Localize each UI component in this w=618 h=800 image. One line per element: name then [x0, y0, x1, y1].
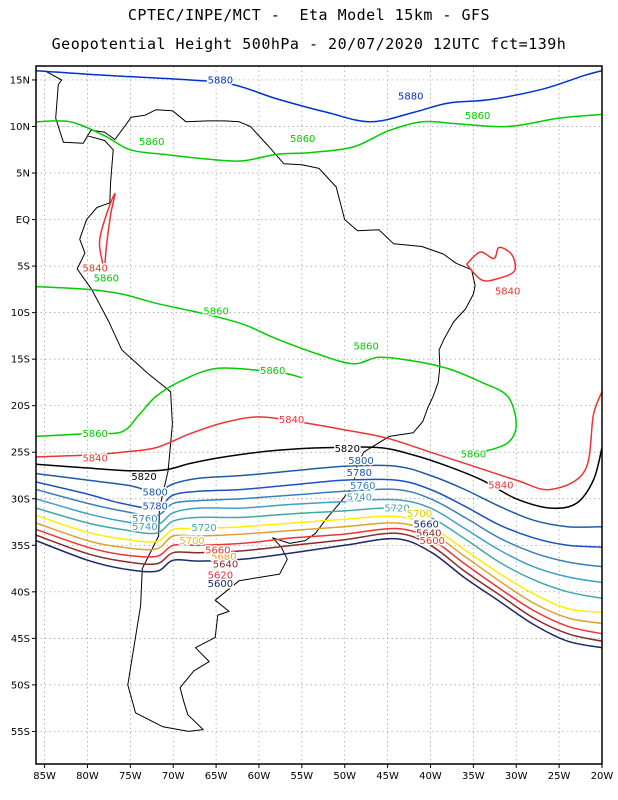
contour-label-5820: 5820: [335, 444, 360, 455]
contour-label-5680: 5680: [211, 552, 236, 563]
contour-label-5600: 5600: [208, 579, 233, 590]
lon-tick-label: 20W: [591, 771, 614, 782]
contour-label-5800: 5800: [142, 488, 167, 499]
contour-label-5740: 5740: [347, 492, 372, 503]
lon-tick-label: 70W: [162, 771, 185, 782]
lat-tick-label: 5N: [16, 169, 30, 180]
contour-label-5860: 5860: [353, 342, 378, 353]
contour-label-5860: 5860: [260, 366, 285, 377]
coastline-layer: [44, 70, 476, 732]
lon-tick-label: 80W: [76, 771, 99, 782]
contour-label-5860: 5860: [203, 306, 228, 317]
contour-label-5880: 5880: [398, 91, 423, 102]
contour-5740: [36, 498, 602, 584]
lon-tick-label: 55W: [291, 771, 314, 782]
lat-tick-label: 35S: [11, 541, 30, 552]
contour-label-5860: 5860: [139, 137, 164, 148]
lat-tick-label: 10N: [10, 122, 30, 133]
contour-label-5780: 5780: [142, 502, 167, 513]
lat-tick-label: 15S: [11, 355, 30, 366]
contour-label-layer: 5880 5880 5860 5860 5860 5860 5860 5860 5860 5860…: [81, 74, 522, 591]
contour-label-5720: 5720: [384, 504, 409, 515]
map-title: CPTEC/INPE/MCT - Eta Model 15km - GFS: [127, 6, 491, 24]
contour-5840: [98, 192, 116, 271]
contour-label-5840: 5840: [279, 415, 304, 426]
contour-label-5600: 5600: [419, 536, 444, 547]
contour-label-5620: 5620: [208, 571, 233, 582]
contour-label-5720: 5720: [191, 523, 216, 534]
contour-5720: [36, 507, 602, 600]
contour-label-5860: 5860: [465, 111, 490, 122]
contour-5840: [36, 391, 602, 491]
lat-tick-label: 20S: [11, 401, 30, 412]
contour-5860: [36, 367, 303, 438]
contour-5700: [36, 514, 602, 614]
contour-label-5660: 5660: [205, 545, 230, 556]
map-frame: [35, 65, 603, 765]
contour-label-5860: 5860: [461, 450, 486, 461]
lon-tick-label: 30W: [505, 771, 528, 782]
contour-label-5840: 5840: [82, 453, 107, 464]
lat-tick-label: EQ: [16, 215, 30, 226]
contour-label-5700: 5700: [179, 536, 204, 547]
axis-ticks: 15N 10N 5N EQ 5S 10S 15S 20S 25S 30S 35S 40S 45S 50S 5…: [10, 75, 614, 782]
lon-tick-label: 50W: [333, 771, 356, 782]
lon-tick-label: 40W: [419, 771, 442, 782]
contour-label-5840: 5840: [495, 287, 520, 298]
lat-tick-label: 30S: [11, 494, 30, 505]
contour-label-5800: 5800: [348, 456, 373, 467]
contour-5760: [36, 488, 602, 568]
lon-tick-label: 25W: [548, 771, 571, 782]
contour-label-5740: 5740: [132, 522, 157, 533]
map-background: [36, 66, 602, 764]
lat-tick-label: 55S: [11, 727, 30, 738]
lat-tick-label: 50S: [11, 680, 30, 691]
lat-tick-label: 5S: [17, 262, 30, 273]
lat-tick-label: 40S: [11, 587, 30, 598]
contour-label-5640: 5640: [416, 529, 441, 540]
contour-5780: [36, 478, 602, 548]
contour-5860: [36, 285, 517, 453]
contour-5840: [465, 246, 517, 282]
contour-label-5860: 5860: [82, 429, 107, 440]
lat-tick-label: 15N: [10, 75, 30, 86]
lat-tick-label: 25S: [11, 448, 30, 459]
lon-tick-label: 60W: [248, 771, 271, 782]
contour-5800: [36, 464, 602, 528]
contour-label-5780: 5780: [347, 468, 372, 479]
map-subtitle: Geopotential Height 500hPa - 20/07/2020 …: [51, 35, 567, 53]
lon-tick-label: 85W: [33, 771, 56, 782]
contour-label-5840: 5840: [82, 263, 107, 274]
contour-label-5820: 5820: [131, 472, 156, 483]
contour-5880: [36, 69, 602, 123]
contour-5820: [36, 446, 602, 510]
contour-label-5760: 5760: [350, 481, 375, 492]
contour-5640: [36, 532, 602, 642]
contour-label-5860: 5860: [94, 274, 119, 285]
contour-label-5660: 5660: [413, 519, 438, 530]
contour-5860: [36, 113, 602, 162]
lat-tick-label: 10S: [11, 308, 30, 319]
contour-5660: [36, 527, 602, 635]
contour-label-5880: 5880: [208, 75, 233, 86]
lat-tick-label: 45S: [11, 634, 30, 645]
contour-label-5860: 5860: [290, 134, 315, 145]
contour-label-5760: 5760: [132, 514, 157, 525]
contour-label-5840: 5840: [488, 480, 513, 491]
contour-layer: [36, 69, 602, 649]
contour-label-5700: 5700: [407, 509, 432, 520]
lon-tick-label: 45W: [376, 771, 399, 782]
contour-5680: [36, 522, 602, 625]
contour-5620: [36, 537, 602, 649]
lon-tick-label: 65W: [205, 771, 228, 782]
south-america-coastline: [44, 70, 476, 732]
lon-tick-label: 35W: [462, 771, 485, 782]
contour-label-5640: 5640: [213, 559, 238, 570]
lon-tick-label: 75W: [119, 771, 142, 782]
